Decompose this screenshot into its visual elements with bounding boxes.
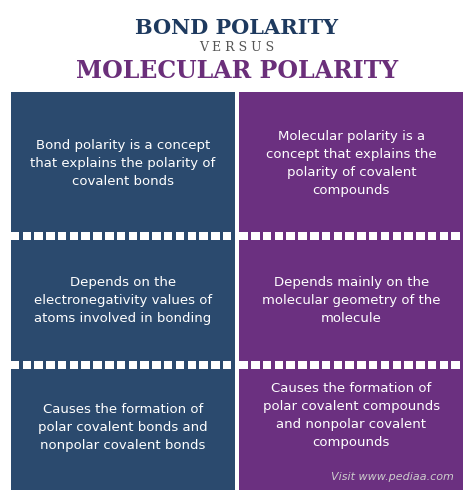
Bar [298,232,307,240]
Text: Causes the formation of
polar covalent compounds
and nonpolar covalent
compounds: Causes the formation of polar covalent c… [263,382,440,449]
Bar [334,232,342,240]
Bar [439,361,448,369]
Bar [439,232,448,240]
Bar [239,236,463,365]
Bar [369,361,377,369]
Bar [105,232,114,240]
Bar [416,361,425,369]
Text: BOND POLARITY: BOND POLARITY [136,18,338,38]
Bar [82,232,90,240]
Bar [117,361,125,369]
Text: Molecular polarity is a
concept that explains the
polarity of covalent
compounds: Molecular polarity is a concept that exp… [266,130,437,197]
Bar [35,232,43,240]
Bar [346,361,354,369]
Bar [140,232,149,240]
Bar [70,232,78,240]
Bar [392,361,401,369]
Bar [416,232,425,240]
Bar [93,361,102,369]
Bar [152,232,161,240]
Bar [11,92,235,236]
Bar [46,232,55,240]
Bar [93,232,102,240]
Bar [369,232,377,240]
Text: Depends mainly on the
molecular geometry of the
molecule: Depends mainly on the molecular geometry… [262,276,440,325]
Bar [211,361,219,369]
Text: Visit www.pediaa.com: Visit www.pediaa.com [331,472,454,482]
Text: Causes the formation of
polar covalent bonds and
nonpolar covalent bonds: Causes the formation of polar covalent b… [38,403,208,452]
Bar [404,232,413,240]
Bar [404,361,413,369]
Bar [11,236,235,365]
Bar [310,232,319,240]
Bar [451,361,460,369]
Bar [58,361,66,369]
Bar [176,232,184,240]
Bar [82,361,90,369]
Bar [11,365,235,490]
Bar [381,232,389,240]
Bar [23,232,31,240]
Bar [188,361,196,369]
Bar [239,365,463,490]
Bar [211,232,219,240]
Bar [428,361,437,369]
Bar [357,232,365,240]
Bar [286,232,295,240]
Bar [239,232,248,240]
Bar [428,232,437,240]
Bar [451,232,460,240]
Bar [164,232,173,240]
Bar [46,361,55,369]
Bar [263,361,272,369]
Bar [322,232,330,240]
Bar [310,361,319,369]
Bar [357,361,365,369]
Bar [346,232,354,240]
Bar [70,361,78,369]
Bar [298,361,307,369]
Bar [322,361,330,369]
Bar [164,361,173,369]
Text: Depends on the
electronegativity values of
atoms involved in bonding: Depends on the electronegativity values … [34,276,212,325]
Text: V E R S U S: V E R S U S [200,41,274,55]
Text: MOLECULAR POLARITY: MOLECULAR POLARITY [76,59,398,82]
Bar [58,232,66,240]
Bar [199,232,208,240]
Bar [128,361,137,369]
Bar [188,232,196,240]
Bar [239,361,248,369]
Bar [223,232,231,240]
Bar [275,361,283,369]
Bar [11,361,19,369]
Bar [176,361,184,369]
Bar [152,361,161,369]
Bar [199,361,208,369]
Bar [35,361,43,369]
Bar [23,361,31,369]
Bar [392,232,401,240]
Bar [117,232,125,240]
Bar [334,361,342,369]
Bar [105,361,114,369]
Bar [11,232,19,240]
Bar [140,361,149,369]
Bar [251,232,260,240]
Bar [286,361,295,369]
Bar [128,232,137,240]
Bar [251,361,260,369]
Bar [239,92,463,236]
Text: Bond polarity is a concept
that explains the polarity of
covalent bonds: Bond polarity is a concept that explains… [30,139,215,188]
Bar [275,232,283,240]
Bar [223,361,231,369]
Bar [381,361,389,369]
Bar [263,232,272,240]
